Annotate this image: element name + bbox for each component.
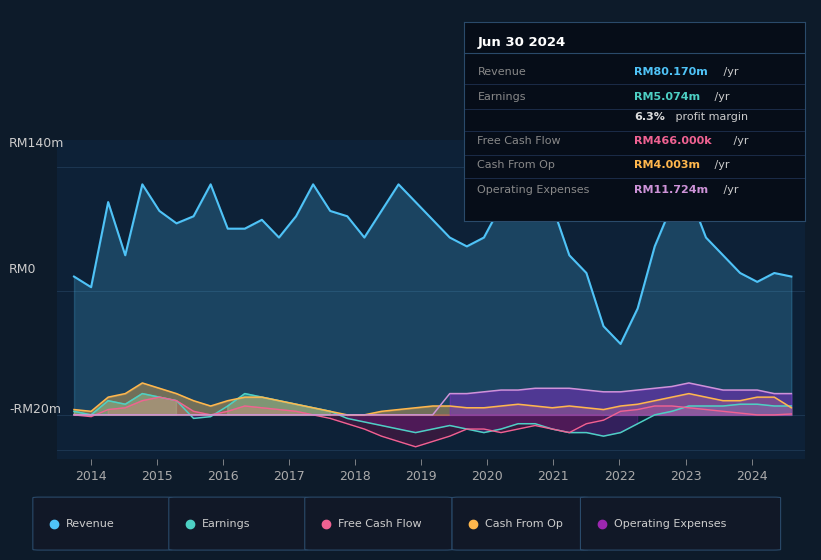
Text: RM80.170m: RM80.170m [635, 67, 708, 77]
FancyBboxPatch shape [33, 497, 172, 550]
Text: Cash From Op: Cash From Op [478, 160, 555, 170]
Text: Earnings: Earnings [202, 519, 250, 529]
Text: Free Cash Flow: Free Cash Flow [478, 136, 561, 146]
Text: /yr: /yr [710, 92, 729, 102]
Text: Earnings: Earnings [478, 92, 526, 102]
Text: RM140m: RM140m [9, 137, 64, 150]
Text: Operating Expenses: Operating Expenses [613, 519, 726, 529]
Text: Cash From Op: Cash From Op [485, 519, 563, 529]
Text: RM5.074m: RM5.074m [635, 92, 700, 102]
Text: 6.3%: 6.3% [635, 112, 665, 122]
Text: /yr: /yr [710, 160, 729, 170]
Text: Revenue: Revenue [478, 67, 526, 77]
Text: Operating Expenses: Operating Expenses [478, 185, 589, 195]
Text: Free Cash Flow: Free Cash Flow [338, 519, 422, 529]
Text: RM466.000k: RM466.000k [635, 136, 712, 146]
Text: /yr: /yr [720, 185, 739, 195]
Text: /yr: /yr [720, 67, 739, 77]
Text: RM11.724m: RM11.724m [635, 185, 709, 195]
FancyBboxPatch shape [169, 497, 309, 550]
Text: profit margin: profit margin [672, 112, 749, 122]
Text: Revenue: Revenue [66, 519, 115, 529]
Text: Jun 30 2024: Jun 30 2024 [478, 36, 566, 49]
Text: RM4.003m: RM4.003m [635, 160, 700, 170]
Text: /yr: /yr [730, 136, 748, 146]
FancyBboxPatch shape [452, 497, 588, 550]
FancyBboxPatch shape [305, 497, 452, 550]
Text: -RM20m: -RM20m [9, 403, 61, 416]
Text: RM0: RM0 [9, 263, 36, 276]
FancyBboxPatch shape [580, 497, 781, 550]
